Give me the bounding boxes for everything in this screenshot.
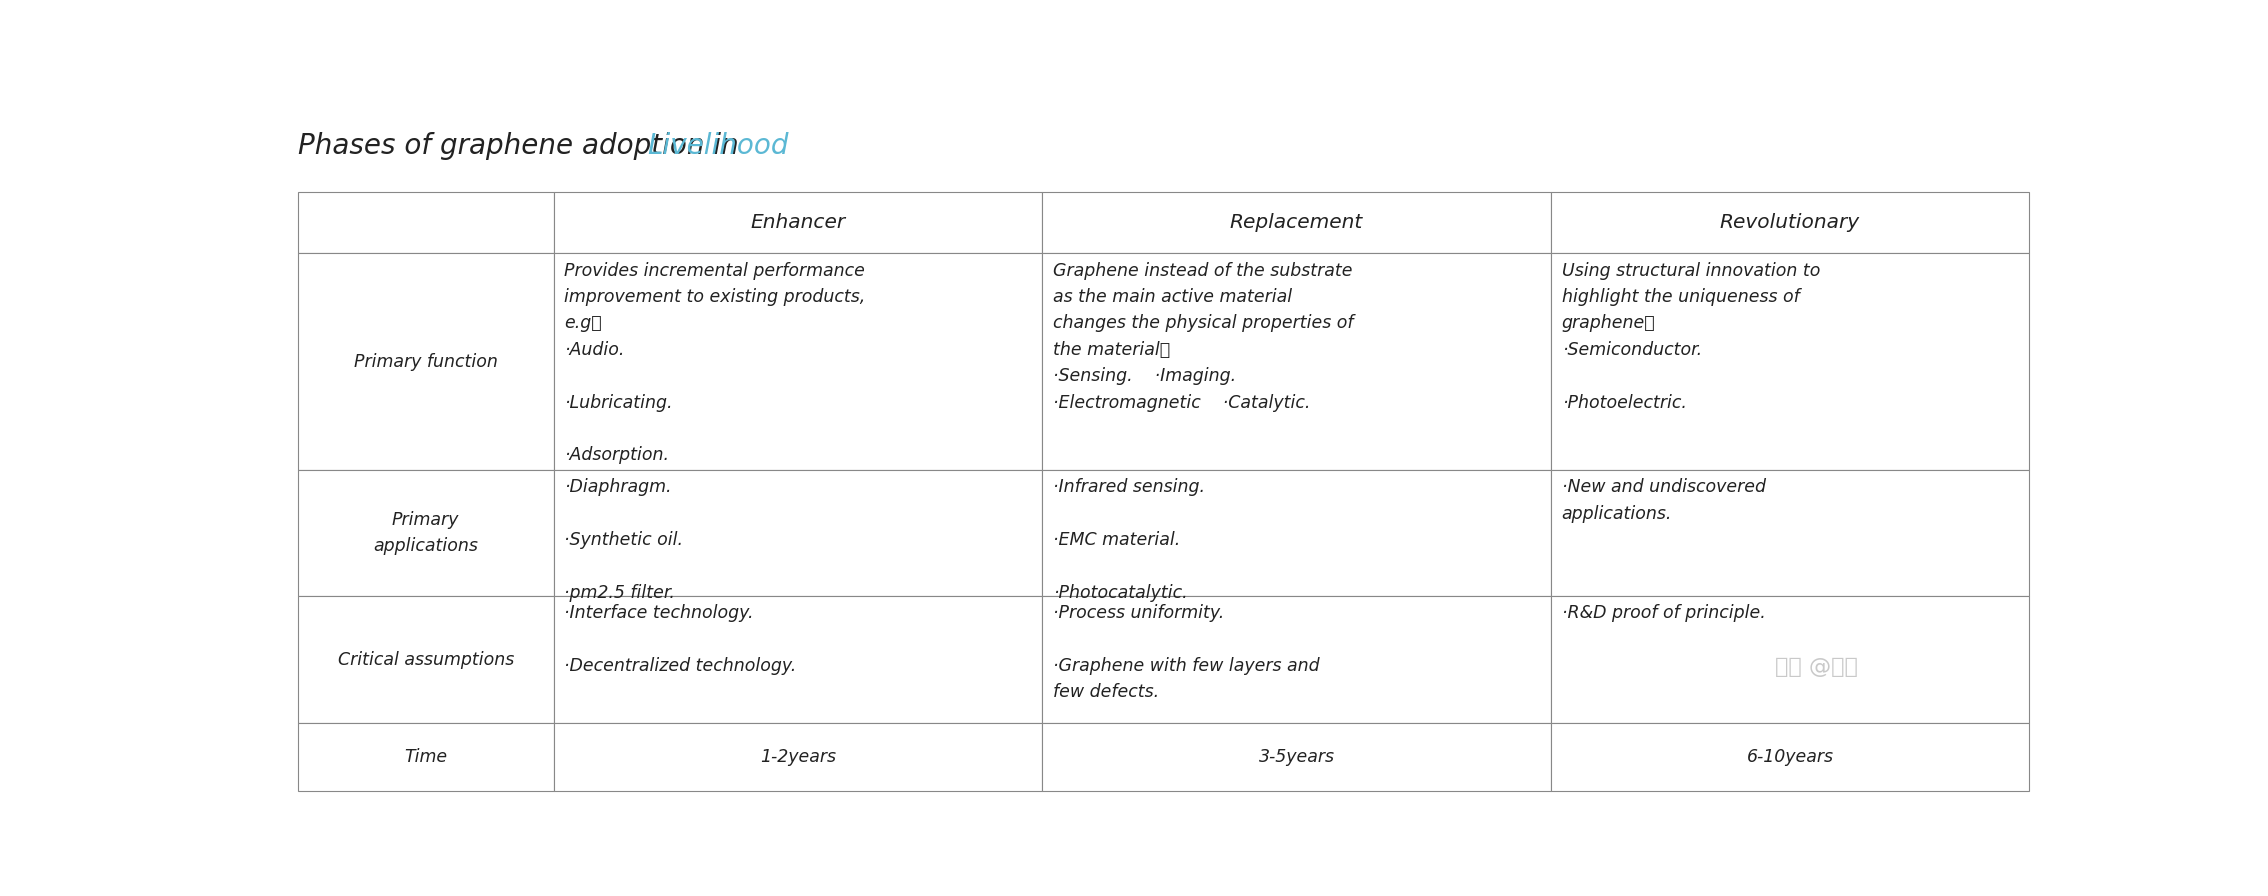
- Text: Replacement: Replacement: [1229, 213, 1363, 232]
- Bar: [297, 723, 553, 790]
- Text: Critical assumptions: Critical assumptions: [338, 650, 515, 668]
- Bar: [1551, 192, 2030, 254]
- Text: 知乎 @宫非: 知乎 @宫非: [1776, 657, 1857, 676]
- Text: Primary function: Primary function: [354, 353, 497, 371]
- Text: ·Diaphragm.

·Synthetic oil.

·pm2.5 filter.: ·Diaphragm. ·Synthetic oil. ·pm2.5 filte…: [565, 478, 683, 602]
- Bar: [1551, 723, 2030, 790]
- Text: ·Infrared sensing.

·EMC material.

·Photocatalytic.: ·Infrared sensing. ·EMC material. ·Photo…: [1052, 478, 1204, 602]
- Bar: [553, 596, 1041, 723]
- Text: 1-2years: 1-2years: [760, 748, 837, 766]
- Bar: [297, 596, 553, 723]
- Text: Graphene instead of the substrate
as the main active material
changes the physic: Graphene instead of the substrate as the…: [1052, 262, 1354, 411]
- Bar: [297, 470, 553, 596]
- Bar: [297, 254, 553, 470]
- Bar: [553, 470, 1041, 596]
- Bar: [1041, 192, 1551, 254]
- Text: Enhancer: Enhancer: [751, 213, 846, 232]
- Bar: [1041, 596, 1551, 723]
- Text: Phases of graphene adoption in: Phases of graphene adoption in: [297, 132, 746, 159]
- Text: ·Interface technology.

·Decentralized technology.: ·Interface technology. ·Decentralized te…: [565, 604, 796, 675]
- Bar: [1551, 254, 2030, 470]
- Text: Primary
applications: Primary applications: [374, 511, 479, 556]
- Bar: [1041, 254, 1551, 470]
- Text: Revolutionary: Revolutionary: [1719, 213, 1860, 232]
- Bar: [1041, 470, 1551, 596]
- Text: ·R&D proof of principle.: ·R&D proof of principle.: [1563, 604, 1765, 622]
- Text: 6-10years: 6-10years: [1746, 748, 1833, 766]
- Text: ·Process uniformity.

·Graphene with few layers and
few defects.: ·Process uniformity. ·Graphene with few …: [1052, 604, 1320, 702]
- Text: Livelihood: Livelihood: [646, 132, 789, 159]
- Bar: [553, 254, 1041, 470]
- Text: 3-5years: 3-5years: [1259, 748, 1334, 766]
- Text: Provides incremental performance
improvement to existing products,
e.g：
·Audio.
: Provides incremental performance improve…: [565, 262, 866, 464]
- Bar: [1041, 723, 1551, 790]
- Text: Time: Time: [404, 748, 447, 766]
- Text: Using structural innovation to
highlight the uniqueness of
graphene：
·Semiconduc: Using structural innovation to highlight…: [1563, 262, 1819, 411]
- Bar: [553, 192, 1041, 254]
- Bar: [297, 192, 553, 254]
- Bar: [553, 723, 1041, 790]
- Text: ·New and undiscovered
applications.: ·New and undiscovered applications.: [1563, 478, 1765, 523]
- Bar: [1551, 470, 2030, 596]
- Bar: [1551, 596, 2030, 723]
